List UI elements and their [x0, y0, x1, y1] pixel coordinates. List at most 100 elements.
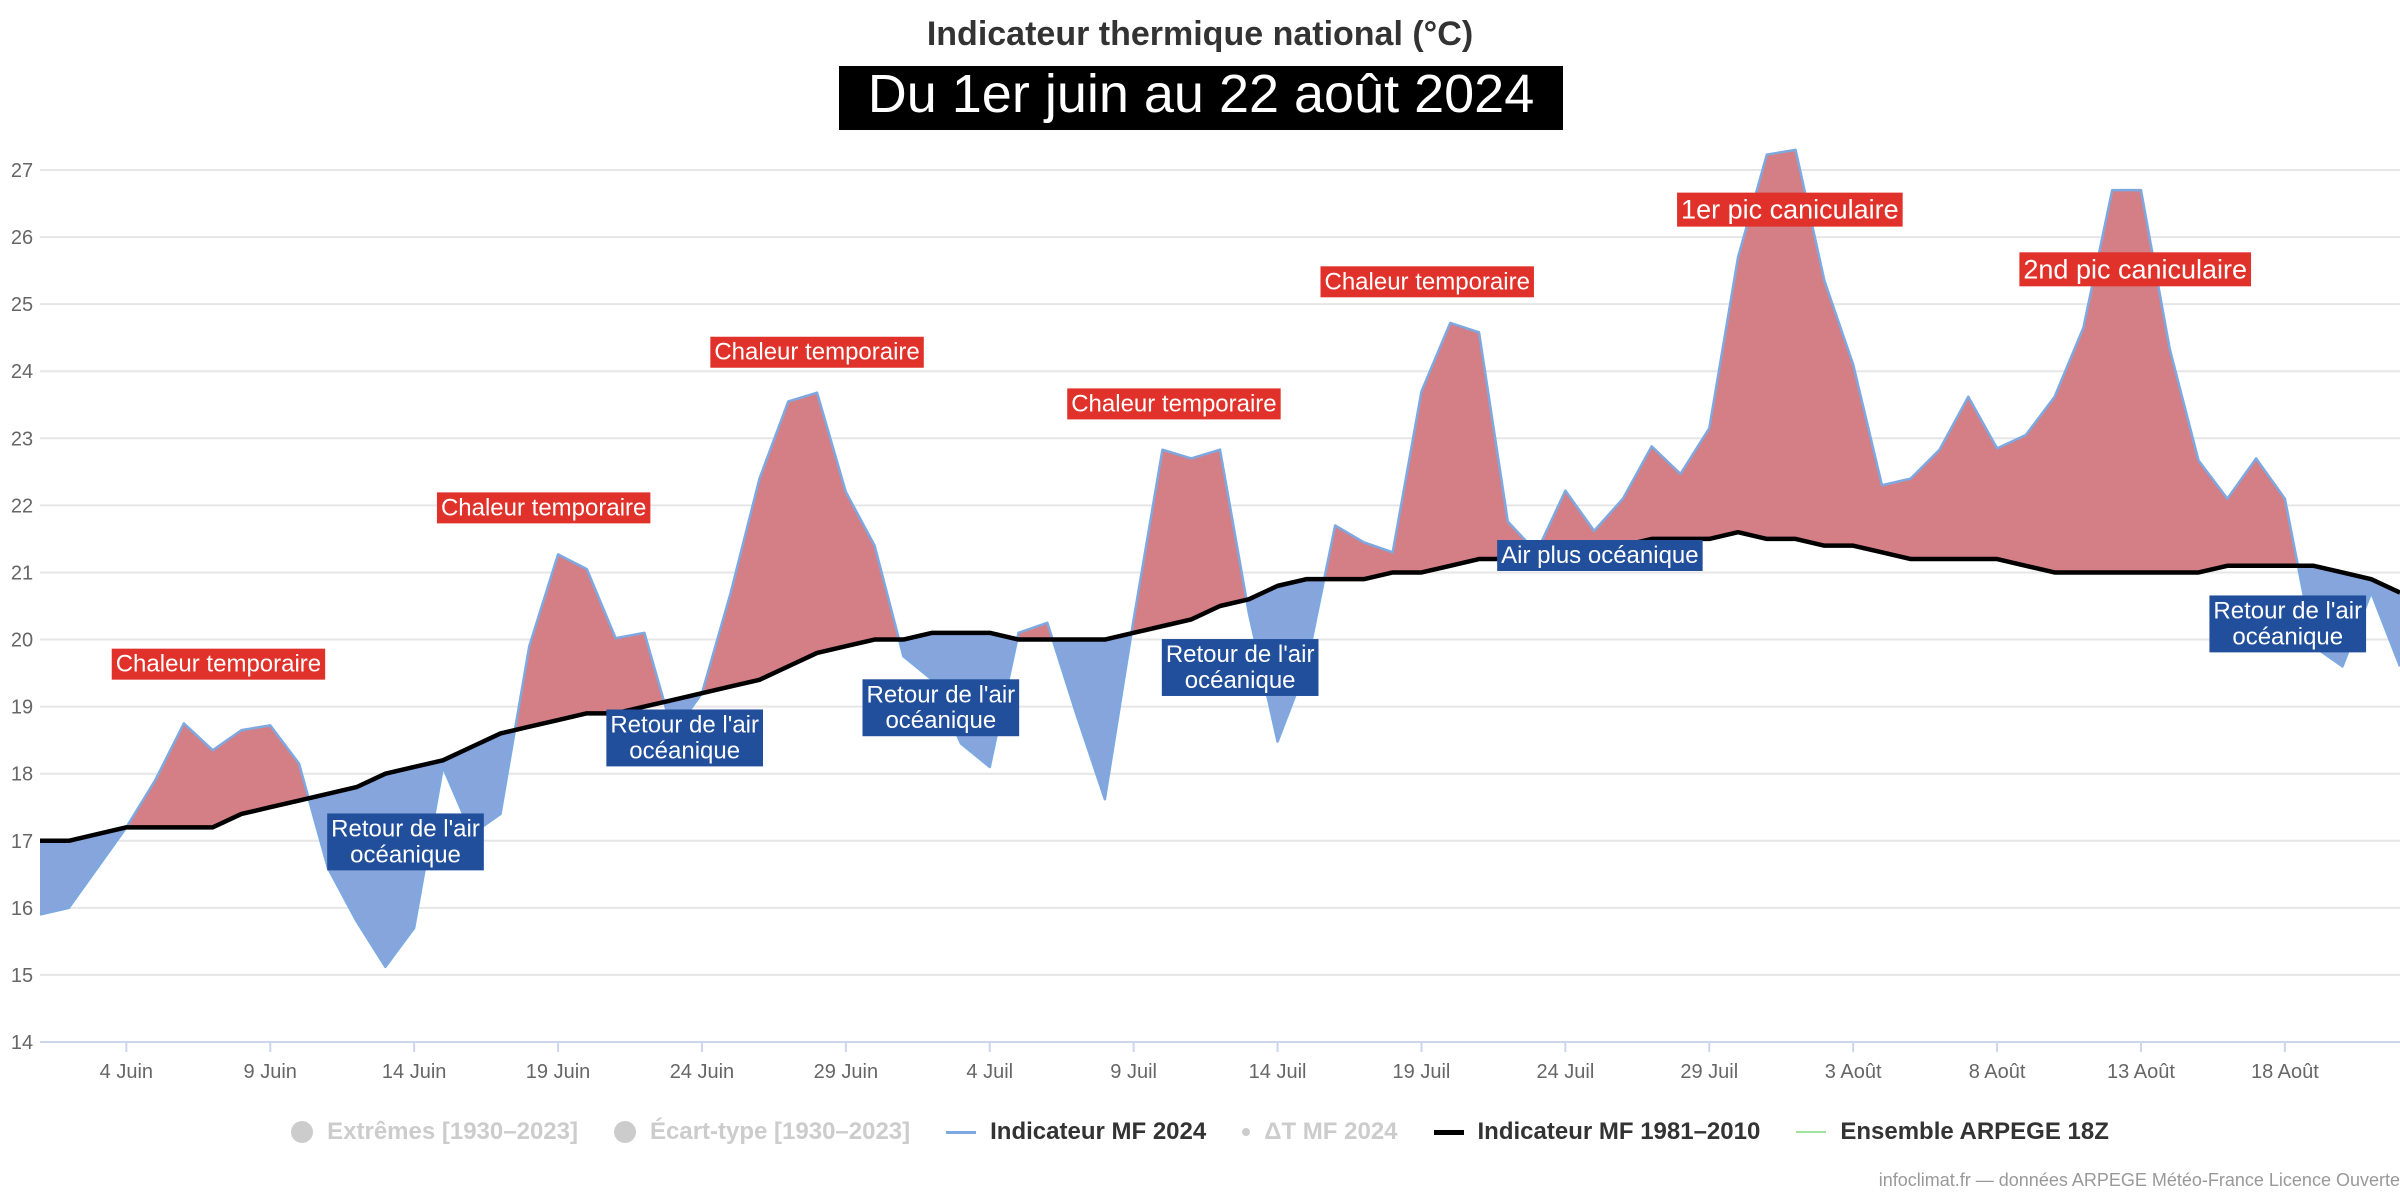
x-tick-label: 14 Juin [382, 1061, 447, 1083]
legend: Extrêmes [1930–2023] Écart-type [1930–20… [0, 1118, 2400, 1146]
legend-label: Indicateur MF 2024 [990, 1118, 1207, 1145]
annotation-text: Chaleur temporaire [441, 494, 646, 521]
annotation-cool: Retour de l'air océanique [2209, 595, 2367, 653]
annotation-box [862, 679, 1020, 737]
x-tick-label: 24 Juin [670, 1061, 735, 1083]
annotation-cool: Retour de l'air océanique [862, 679, 1020, 737]
x-tick-label: 4 Juin [100, 1061, 153, 1083]
warm-anomaly-area [1017, 622, 1053, 640]
chart-subtitle: Du 1er juin au 22 août 2024 [839, 64, 1563, 130]
legend-label: ΔT MF 2024 [1264, 1118, 1398, 1145]
y-tick-label: 27 [11, 160, 33, 182]
legend-circle-icon [613, 1121, 636, 1143]
legend-line-icon [946, 1130, 977, 1134]
legend-circle-icon [291, 1121, 314, 1143]
annotation-box [1161, 639, 1319, 696]
legend-item-mf-normal[interactable]: Indicateur MF 1981–2010 [1433, 1118, 1761, 1146]
y-tick-label: 19 [11, 697, 33, 719]
x-tick-label: 8 Août [1969, 1061, 2026, 1083]
annotation-box [1497, 539, 1703, 571]
annotation-text: Chaleur temporaire [116, 651, 321, 678]
x-tick-label: 3 Août [1825, 1061, 1882, 1083]
y-tick-label: 16 [11, 898, 33, 920]
y-tick-label: 25 [11, 294, 33, 316]
annotation-cool: Retour de l'air océanique [606, 709, 764, 767]
y-tick-label: 18 [11, 764, 33, 786]
anomaly-areas [40, 149, 2400, 967]
annotation-warm: 2nd pic caniculaire [2019, 252, 2252, 287]
legend-item-mf-2024[interactable]: Indicateur MF 2024 [946, 1118, 1206, 1146]
annotation-box [1320, 266, 1534, 298]
x-tick-label: 9 Juin [244, 1061, 297, 1083]
y-tick-label: 22 [11, 495, 33, 517]
legend-dot-icon [1242, 1128, 1251, 1136]
annotation-warm: Chaleur temporaire [1067, 388, 1281, 420]
legend-item-extremes[interactable]: Extrêmes [1930–2023] [291, 1118, 578, 1146]
x-tick-label: 29 Juil [1680, 1061, 1738, 1083]
annotation-box [1067, 388, 1281, 420]
annotation-text: Chaleur temporaire [1071, 390, 1276, 417]
warm-anomaly-area [1324, 149, 2298, 580]
annotation-box [710, 336, 924, 368]
annotation-text: Retour de l'air océanique [331, 815, 480, 868]
annotation-text: Retour de l'air océanique [2213, 597, 2362, 650]
subtitle-text: Du 1er juin au 22 août 2024 [868, 64, 1535, 124]
x-tick-label: 18 Août [2251, 1061, 2319, 1083]
annotation-box [111, 648, 326, 680]
annotation-box [1677, 192, 1903, 227]
x-tick-label: 9 Juil [1110, 1061, 1157, 1083]
annotation-text: Air plus océanique [1501, 542, 1698, 569]
annotation-box [606, 709, 764, 767]
annotation-text: Retour de l'air océanique [1166, 641, 1315, 694]
y-tick-label: 20 [11, 630, 33, 652]
annotation-cool: Retour de l'air océanique [327, 813, 484, 871]
annotation-warm: Chaleur temporaire [436, 492, 651, 524]
x-tick-label: 19 Juin [526, 1061, 591, 1083]
x-tick-label: 29 Juin [814, 1061, 879, 1083]
legend-label: Ensemble ARPEGE 18Z [1840, 1118, 2109, 1145]
warm-anomaly-area [701, 392, 900, 694]
legend-label: Extrêmes [1930–2023] [327, 1118, 578, 1145]
annotation-warm: Chaleur temporaire [111, 648, 326, 680]
annotation-text: Chaleur temporaire [714, 339, 919, 366]
legend-line-icon [1796, 1131, 1827, 1133]
y-tick-label: 26 [11, 227, 33, 249]
annotation-warm: Chaleur temporaire [710, 336, 924, 368]
x-tick-label: 24 Juil [1536, 1061, 1594, 1083]
annotation-text: 2nd pic caniculaire [2023, 254, 2247, 284]
y-tick-label: 24 [11, 361, 33, 383]
axes: 14 15 16 17 18 19 20 21 22 23 24 25 26 27 4 Juin 9 Juin… [11, 160, 2400, 1083]
annotation-cool: Air plus océanique [1497, 539, 1703, 571]
warm-anomaly-area [514, 554, 665, 731]
legend-item-arpege[interactable]: Ensemble ARPEGE 18Z [1796, 1118, 2109, 1146]
chart-title: Indicateur thermique national (°C) [927, 15, 1473, 53]
credit-text[interactable]: infoclimat.fr — données ARPEGE Météo-Fra… [1878, 1170, 2400, 1190]
series-line-normal [40, 529, 2400, 844]
warm-anomaly-area [1131, 449, 1247, 634]
titles: Indicateur thermique national (°C) Du 1e… [839, 15, 1563, 130]
legend-line-icon [1433, 1129, 1464, 1135]
y-tick-label: 21 [11, 562, 33, 584]
x-tick-label: 4 Juil [966, 1061, 1013, 1083]
annotation-text: Chaleur temporaire [1325, 268, 1530, 295]
annotation-box [2209, 595, 2367, 653]
y-tick-label: 17 [11, 831, 33, 853]
annotation-box [327, 813, 484, 871]
annotations: Chaleur temporaire Chaleur temporaire Chal… [111, 192, 2367, 871]
annotation-cool: Retour de l'air océanique [1161, 639, 1319, 696]
cool-anomaly-area [1052, 633, 1132, 800]
y-tick-label: 15 [11, 965, 33, 987]
x-tick-label: 19 Juil [1393, 1061, 1451, 1083]
annotation-box [2019, 252, 2252, 287]
legend-item-delta-t[interactable]: ΔT MF 2024 [1242, 1118, 1398, 1146]
y-tick-label: 23 [11, 428, 33, 450]
y-tick-label: 14 [11, 1032, 33, 1054]
annotation-warm: Chaleur temporaire [1320, 266, 1534, 298]
x-tick-label: 14 Juil [1249, 1061, 1307, 1083]
x-tick-label: 13 Août [2107, 1061, 2175, 1083]
legend-item-ecart-type[interactable]: Écart-type [1930–2023] [613, 1118, 910, 1146]
grid-lines [40, 169, 2400, 1043]
annotation-warm: 1er pic caniculaire [1677, 192, 1903, 227]
legend-label: Indicateur MF 1981–2010 [1477, 1118, 1761, 1145]
